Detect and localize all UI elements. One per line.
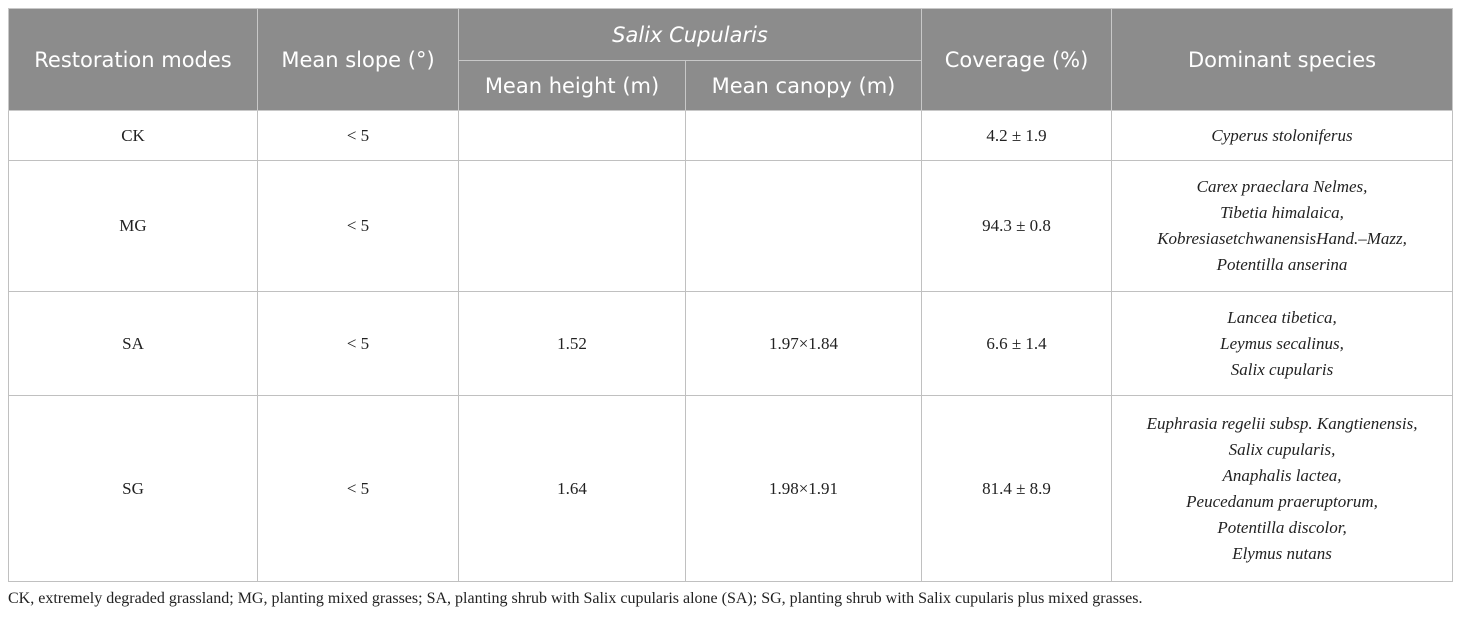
cell: 1.98×1.91 (684, 395, 923, 582)
cell: < 5 (257, 110, 459, 161)
cell (684, 110, 923, 161)
species-line: Salix cupularis (1230, 359, 1334, 379)
species-line: Leymus secalinus, (1220, 333, 1344, 353)
cell: 1.52 (458, 291, 686, 396)
cell: 81.4 ± 8.9 (921, 395, 1113, 582)
species-line: Elymus nutans (1232, 543, 1332, 563)
cell: CK (8, 110, 258, 161)
header-cell: Dominant species (1111, 8, 1454, 111)
species-line: Lancea tibetica, (1227, 307, 1337, 327)
species-line: Anaphalis lactea, (1222, 465, 1342, 485)
species-line: Potentilla discolor, (1217, 517, 1347, 537)
cell: 94.3 ± 0.8 (921, 160, 1113, 292)
header-cell: Mean slope (°) (257, 8, 459, 111)
cell (458, 160, 686, 292)
species-line: Carex praeclara Nelmes, (1196, 177, 1368, 196)
table-row: CK < 5 4.2 ± 1.9 Cyperus stoloniferus (8, 110, 1454, 161)
table-row: MG < 5 94.3 ± 0.8 Carex praeclara Nelmes, Ti… (8, 160, 1454, 292)
species-cell: Euphrasia regelii subsp. Kangtienensis, S… (1111, 395, 1454, 582)
cell: 6.6 ± 1.4 (921, 291, 1113, 396)
cell: < 5 (257, 291, 459, 396)
header-cell: Salix Cupularis (457, 8, 923, 61)
data-table: Restoration modes Mean slope (°) Salix C… (8, 8, 1454, 582)
cell (684, 160, 923, 292)
cell: MG (8, 160, 258, 292)
cell: SG (8, 395, 258, 582)
cell: < 5 (257, 160, 459, 292)
species-line: Peucedanum praeruptorum, (1186, 491, 1378, 511)
species-line: Tibetia himalaica, (1220, 203, 1344, 222)
species-line: Salix cupularis, (1228, 439, 1336, 459)
cell: 4.2 ± 1.9 (921, 110, 1113, 161)
header-cell: Coverage (%) (921, 8, 1113, 111)
species-line: Potentilla anserina (1216, 255, 1348, 274)
header-cell: Mean canopy (m) (684, 60, 923, 111)
species-cell: Cyperus stoloniferus (1111, 110, 1454, 161)
cell: 1.64 (458, 395, 686, 582)
species-line: KobresiasetchwanensisHand.–Mazz, (1157, 229, 1407, 248)
cell: 1.97×1.84 (684, 291, 923, 396)
table-row: SA < 5 1.52 1.97×1.84 6.6 ± 1.4 Lancea tibeti… (8, 291, 1454, 396)
species-line: Euphrasia regelii subsp. Kangtienensis, (1146, 413, 1418, 433)
header-cell: Restoration modes (8, 8, 258, 111)
species-line: Cyperus stoloniferus (1211, 125, 1353, 145)
species-cell: Lancea tibetica, Leymus secalinus, Salix c… (1111, 291, 1454, 396)
cell (458, 110, 686, 161)
species-cell: Carex praeclara Nelmes, Tibetia himalaica… (1111, 160, 1454, 292)
cell: SA (8, 291, 258, 396)
footnote: CK, extremely degraded grassland; MG, pl… (8, 590, 1143, 607)
table-row: SG < 5 1.64 1.98×1.91 81.4 ± 8.9 Euphrasia re… (8, 395, 1454, 582)
header-cell: Mean height (m) (458, 60, 686, 111)
cell: < 5 (257, 395, 459, 582)
